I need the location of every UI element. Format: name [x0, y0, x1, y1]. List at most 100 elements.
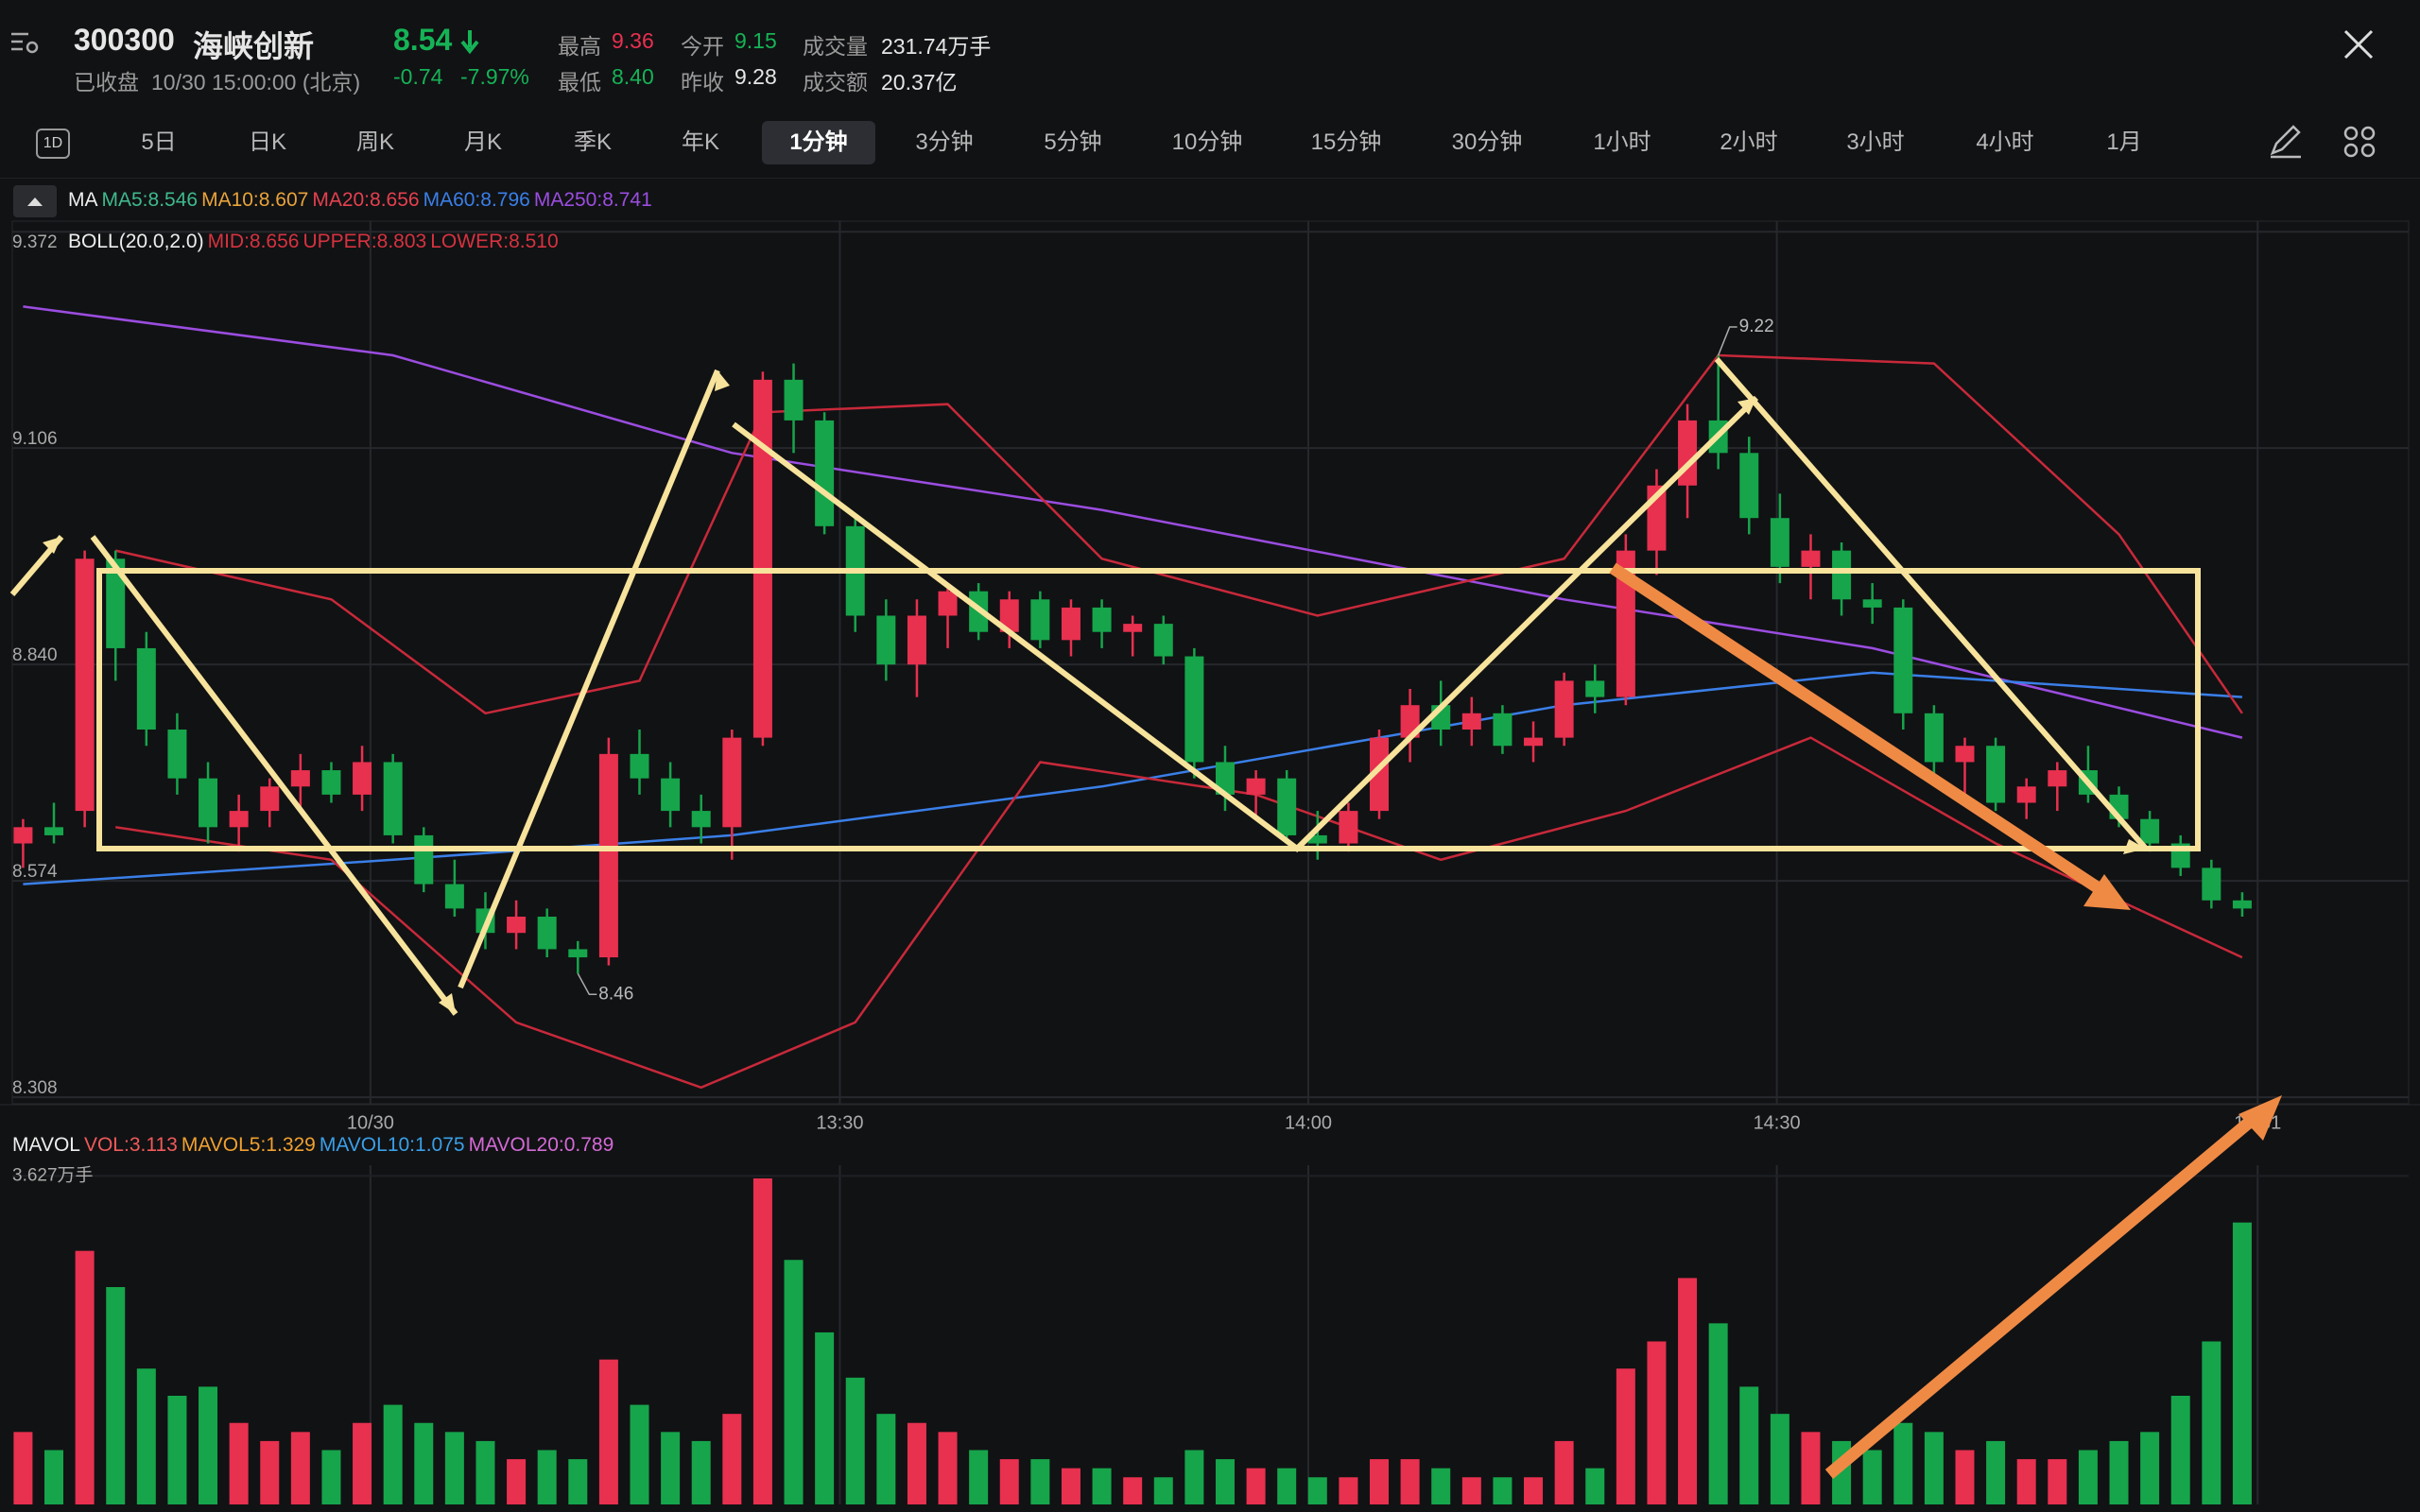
layout-tool[interactable]: [2342, 125, 2377, 159]
period-tab[interactable]: 月K: [463, 129, 502, 155]
volume-bar: [2109, 1440, 2129, 1504]
change: -0.74: [393, 64, 443, 89]
period-tab[interactable]: 30分钟: [1451, 129, 1523, 155]
candle-body: [1370, 737, 1390, 812]
y-tick-label: 8.308: [12, 1078, 58, 1098]
period-tab[interactable]: 10分钟: [1171, 129, 1243, 155]
candle-body: [1030, 599, 1050, 641]
candle-body: [260, 786, 280, 812]
volume-bar: [444, 1432, 464, 1504]
volume-bar: [845, 1377, 865, 1504]
candle-body: [1307, 834, 1327, 844]
candle-body: [691, 811, 711, 828]
candle-body: [106, 558, 126, 648]
candle-body: [1524, 737, 1544, 747]
candle-body: [13, 827, 33, 844]
period-tab[interactable]: 5分钟: [1044, 129, 1102, 155]
candle-body: [2232, 900, 2252, 909]
period-tab[interactable]: 1小时: [1593, 129, 1651, 155]
candle-body: [537, 917, 557, 950]
volume-bar: [1030, 1459, 1050, 1504]
volume-bar: [1493, 1477, 1512, 1504]
period-tab[interactable]: 2小时: [1720, 129, 1778, 155]
volume-bar: [1585, 1468, 1605, 1504]
stat-value: 9.36: [612, 28, 654, 53]
volume-bar: [1678, 1278, 1698, 1504]
candle-body: [444, 884, 464, 909]
annotation: 8.46: [598, 984, 633, 1004]
volume-bar: [1524, 1477, 1544, 1504]
volume-bar: [1739, 1386, 1759, 1504]
legend-item: UPPER:8.803: [302, 231, 427, 252]
candle-body: [1246, 778, 1266, 795]
volume-bar: [1955, 1450, 1975, 1504]
volume-bar: [1647, 1341, 1667, 1504]
close-button[interactable]: [2342, 28, 2375, 60]
user-drawings: [9, 357, 2282, 1479]
candle-body: [722, 737, 742, 828]
candle-body: [414, 834, 434, 885]
ma-legend: MA MA5:8.546 MA10:8.607 MA20:8.656 MA60:8.79…: [68, 189, 652, 212]
legend-item: MID:8.656: [207, 231, 300, 252]
volume-bar: [1339, 1477, 1358, 1504]
period-tab[interactable]: 3分钟: [915, 129, 974, 155]
volume-bar: [1924, 1432, 1944, 1504]
volume-bar: [13, 1432, 33, 1504]
candle-body: [199, 778, 218, 828]
stat-label: 最高: [558, 34, 601, 59]
volume-bar: [1554, 1440, 1574, 1504]
drawn-trend-lines: [9, 357, 2149, 1016]
candle-body: [2140, 818, 2160, 844]
period-tab[interactable]: 4小时: [1976, 129, 2034, 155]
period-tab[interactable]: 5日: [141, 129, 177, 155]
period-tab[interactable]: 日K: [248, 129, 286, 155]
collapse-button[interactable]: [13, 185, 57, 217]
legend-item: MA10:8.607: [201, 189, 309, 211]
volume-bar: [321, 1450, 341, 1504]
volume-bar: [876, 1414, 896, 1504]
annotation-leader: [577, 972, 597, 996]
stat-value: 231.74万手: [881, 34, 992, 59]
period-tab[interactable]: 1分钟: [762, 121, 875, 164]
drawn-arrowheads: [43, 370, 2146, 1014]
candle-body: [353, 762, 372, 795]
legend-title: MA: [68, 189, 98, 211]
candle-body: [630, 753, 649, 779]
candle-body: [1184, 656, 1204, 763]
candle-body: [1801, 550, 1821, 567]
stock-code: 300300: [74, 23, 175, 57]
candle-body: [1215, 762, 1235, 795]
period-tab[interactable]: 周K: [355, 129, 394, 155]
price-panel-border: [11, 220, 2410, 1105]
volume-bar: [598, 1359, 618, 1504]
period-tab[interactable]: 年K: [681, 129, 719, 155]
legend-item: MA60:8.796: [423, 189, 530, 211]
period-tab[interactable]: 15分钟: [1310, 129, 1382, 155]
volume-bar: [2232, 1222, 2252, 1504]
x-tick-label: 10/30: [347, 1112, 394, 1133]
period-tab[interactable]: 1月: [2106, 129, 2142, 155]
candle-body: [1092, 607, 1112, 632]
divider: [0, 178, 2420, 179]
volume-bar: [815, 1332, 835, 1504]
stat-label: 昨收: [681, 70, 724, 94]
volume-bar: [568, 1459, 588, 1504]
legend-item: VOL:3.113: [83, 1134, 178, 1156]
volume-bar: [938, 1432, 958, 1504]
candle-body: [229, 811, 249, 828]
legend-item: MAVOL5:1.329: [181, 1134, 316, 1156]
volume-bar: [44, 1450, 64, 1504]
status: 已收盘: [74, 70, 139, 94]
draw-tool[interactable]: [2267, 123, 2305, 161]
menu-icon[interactable]: [9, 28, 42, 57]
period-tab[interactable]: 季K: [573, 129, 612, 155]
volume-bar: [1277, 1468, 1297, 1504]
candle-body: [1770, 518, 1789, 567]
period-tab[interactable]: 3小时: [1846, 129, 1905, 155]
volume-bar: [2140, 1432, 2160, 1504]
price: 8.54: [393, 23, 453, 57]
period-icon[interactable]: 1D: [36, 129, 70, 159]
candle-body: [44, 827, 64, 835]
volume-bar: [1862, 1450, 1882, 1504]
candle-body: [1061, 607, 1080, 641]
